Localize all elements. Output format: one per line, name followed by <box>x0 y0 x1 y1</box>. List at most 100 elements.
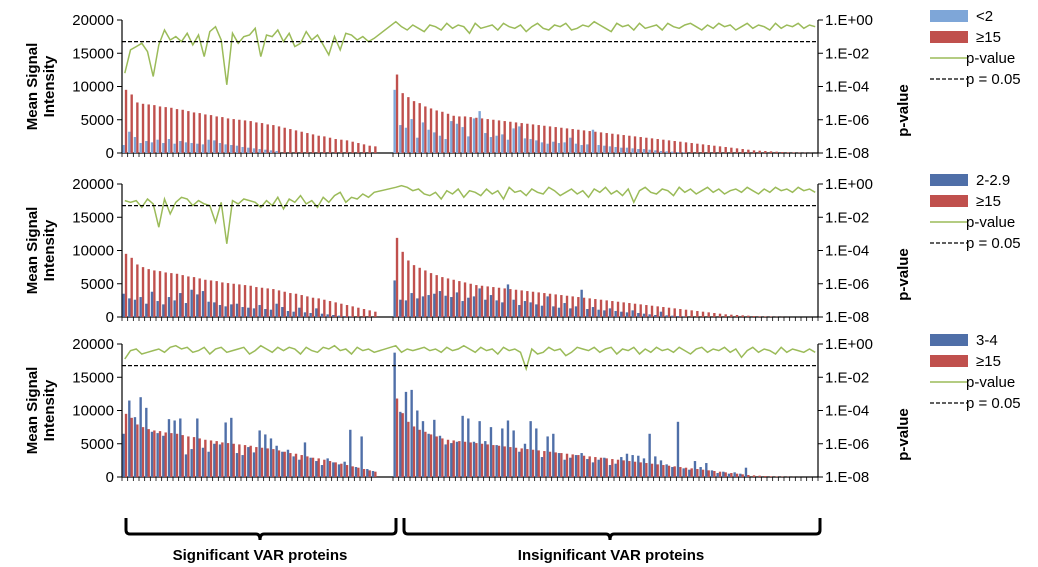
bar-high <box>323 299 326 317</box>
legend-label-pvalue: p-value <box>966 214 1015 231</box>
bar-high <box>435 110 438 153</box>
bar-low <box>671 151 674 153</box>
bar-high <box>401 251 404 317</box>
bar-high <box>718 146 722 153</box>
legend-label-pvalue: p-value <box>966 374 1015 391</box>
bar-low <box>128 400 131 477</box>
bar-low <box>156 301 159 317</box>
bar-high <box>752 150 756 153</box>
bar-high <box>300 131 303 153</box>
bar-low <box>461 127 464 153</box>
bar-high <box>170 433 173 477</box>
bar-high <box>571 129 574 153</box>
bar-high <box>526 449 529 477</box>
bar-high <box>351 141 354 153</box>
bar-high <box>650 138 654 153</box>
bar-high <box>775 151 778 153</box>
bar-high <box>158 271 162 317</box>
bar-high <box>232 283 235 317</box>
bar-low <box>247 147 250 153</box>
bar-low <box>450 443 453 477</box>
bar-low <box>213 443 216 477</box>
bar-high <box>611 133 614 153</box>
bar-high <box>458 441 461 477</box>
bar-low <box>179 141 182 153</box>
bar-high <box>395 74 399 153</box>
bar-high <box>334 462 337 477</box>
left-tick-label: 10000 <box>72 243 114 260</box>
legend-label-threshold: p = 0.05 <box>966 395 1021 412</box>
bar-high <box>345 305 349 317</box>
bar-high <box>673 141 676 153</box>
bar-low <box>620 457 623 477</box>
y-axis-label-left-line: Mean Signal <box>24 207 41 295</box>
bar-high <box>130 94 133 153</box>
panels: 0 5000 10000 15000 20000 1.E-08 1.E-06 1.E-04 1.… <box>24 8 1021 486</box>
bar-low <box>309 457 312 477</box>
bar-low <box>642 458 646 477</box>
bar-high <box>735 148 739 153</box>
bar-high <box>215 441 218 477</box>
bar-low <box>122 433 125 477</box>
bar-low <box>292 311 295 317</box>
bar-low <box>444 444 447 477</box>
bar-low <box>281 451 284 477</box>
left-tick-label: 20000 <box>72 12 114 29</box>
bar-high <box>764 151 767 153</box>
bar-low <box>620 147 623 153</box>
bar-high <box>452 279 455 317</box>
bar-low <box>535 140 538 153</box>
right-tick-label: 1.E-06 <box>825 112 869 129</box>
bar-low <box>642 313 646 317</box>
left-tick-label: 20000 <box>72 176 114 193</box>
bar-high <box>300 295 303 317</box>
bar-low <box>512 128 515 153</box>
bar-low <box>150 291 154 317</box>
bar-high <box>215 281 218 317</box>
bar-high <box>221 282 224 317</box>
bar-high <box>446 278 450 317</box>
bar-low <box>122 145 125 153</box>
bar-low <box>716 473 719 477</box>
y-axis-label-left-line: Mean Signal <box>24 43 41 131</box>
bar-high <box>701 144 705 153</box>
bar-low <box>506 420 510 477</box>
bar-high <box>599 299 603 317</box>
bar-low <box>230 145 233 153</box>
bar-low <box>252 452 256 477</box>
bar-low <box>603 310 606 317</box>
bar-high <box>204 114 207 153</box>
bar-low <box>614 147 617 153</box>
bar-high <box>300 455 303 477</box>
bar-high <box>752 475 756 477</box>
bar-high <box>741 149 744 153</box>
right-tick-label: 1.E-02 <box>825 209 869 226</box>
bar-low <box>518 126 521 153</box>
y-axis-label-right: p-value <box>895 248 912 301</box>
bar-high <box>537 292 540 317</box>
bar-low <box>637 455 640 477</box>
bar-high <box>543 125 546 153</box>
bar-high <box>526 123 529 153</box>
bar-high <box>650 305 654 317</box>
bar-high <box>480 443 484 477</box>
bar-high <box>469 442 472 477</box>
bar-high <box>311 134 315 153</box>
bar-high <box>463 441 467 477</box>
bar-high <box>277 290 281 317</box>
bar-low <box>523 443 527 477</box>
bar-low <box>682 316 685 317</box>
bar-low <box>421 421 425 477</box>
bar-high <box>741 315 744 317</box>
bar-high <box>407 260 410 317</box>
bar-low <box>637 149 640 153</box>
bar-high <box>192 112 196 153</box>
bar-low <box>478 288 481 317</box>
bar-high <box>616 301 620 317</box>
bar-low <box>506 139 510 153</box>
left-tick-label: 5000 <box>81 276 114 293</box>
bar-low <box>665 151 668 153</box>
bar-low <box>286 449 290 477</box>
bar-low <box>693 461 697 477</box>
bar-high <box>141 103 145 153</box>
